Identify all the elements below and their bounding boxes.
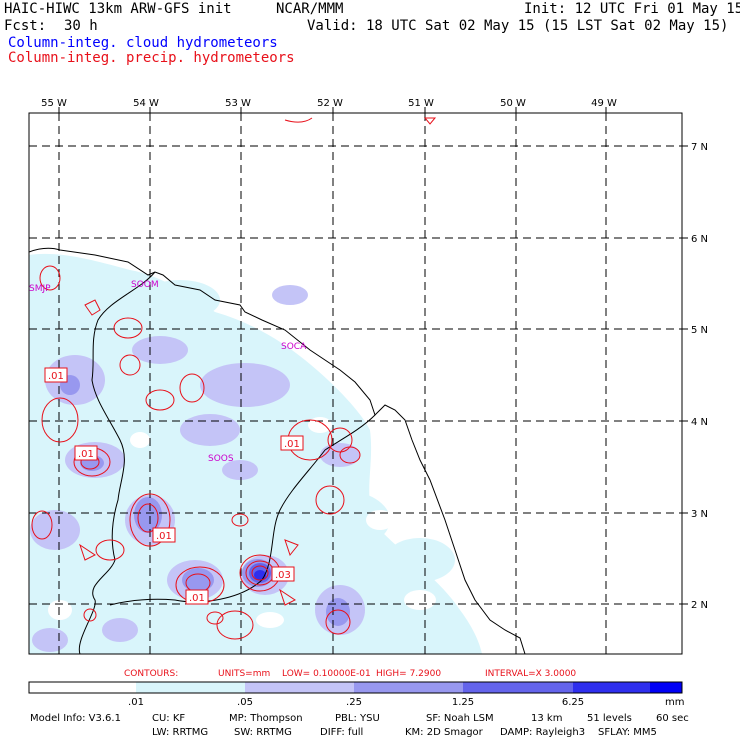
- contour-label: .03: [275, 570, 291, 581]
- contour-value-labels: .01 .01 .01 .01 .01 .03: [44, 367, 304, 605]
- colorbar-tick: 6.25: [562, 697, 584, 708]
- colorbar-segment: [136, 682, 245, 693]
- colorbar-segment: [29, 682, 136, 693]
- lat-labels: 7 N 6 N 5 N 4 N 3 N 2 N: [691, 142, 708, 611]
- colorbar-tick: 1.25: [452, 697, 474, 708]
- lat-label: 4 N: [691, 417, 708, 428]
- model-title: HAIC-HIWC 13km ARW-GFS init: [4, 1, 232, 17]
- lat-lon-grid: [29, 113, 682, 654]
- station-labels: SMJP SOOM SOCA SOOS: [29, 280, 307, 464]
- contour-info-interval: INTERVAL=X 3.0000: [485, 669, 576, 679]
- lat-label: 2 N: [691, 600, 708, 611]
- lat-label: 6 N: [691, 234, 708, 245]
- station-soos: SOOS: [208, 454, 234, 464]
- footer-pbl: PBL: YSU: [335, 713, 380, 724]
- contour-info: CONTOURS: UNITS=mm LOW= 0.10000E-01 HIGH…: [124, 669, 576, 679]
- colorbar-tick: .25: [346, 697, 362, 708]
- legend-cloud: Column-integ. cloud hydrometeors: [8, 35, 278, 51]
- lon-label: 50 W: [500, 98, 526, 109]
- precip-contours: [31, 117, 437, 640]
- colorbar-segment: [245, 682, 354, 693]
- colorbar-segment: [650, 682, 682, 693]
- footer-resolution: 13 km: [531, 713, 562, 724]
- footer-sw: SW: RRTMG: [234, 727, 292, 738]
- footer-timestep: 60 sec: [656, 713, 689, 724]
- station-soca: SOCA: [281, 342, 307, 352]
- contour-info-units: UNITS=mm: [218, 669, 270, 679]
- legend-precip: Column-integ. precip. hydrometeors: [8, 50, 295, 66]
- footer-sflay: SFLAY: MM5: [598, 727, 657, 738]
- valid-time: Valid: 18 UTC Sat 02 May 15 (15 LST Sat …: [307, 18, 729, 34]
- lat-label: 5 N: [691, 325, 708, 336]
- org-label: NCAR/MMM: [276, 1, 344, 17]
- colorbar: [28, 681, 683, 694]
- contour-label: .01: [284, 439, 300, 450]
- footer-mp: MP: Thompson: [229, 713, 303, 724]
- lon-label: 49 W: [591, 98, 617, 109]
- axis-ticks: [58, 107, 688, 605]
- lat-label: 7 N: [691, 142, 708, 153]
- footer-diff: DIFF: full: [320, 727, 363, 738]
- colorbar-segment: [354, 682, 463, 693]
- lon-label: 55 W: [41, 98, 67, 109]
- contour-label: .01: [189, 593, 205, 604]
- colorbar-unit: mm: [665, 697, 684, 708]
- contour-info-low: LOW= 0.10000E-01: [282, 669, 371, 679]
- colorbar-ticks: .01 .05 .25 1.25 6.25: [128, 697, 584, 708]
- lon-label: 53 W: [225, 98, 251, 109]
- lon-label: 52 W: [317, 98, 343, 109]
- footer-version: Model Info: V3.6.1: [30, 713, 121, 724]
- contour-label: .01: [156, 531, 172, 542]
- station-soom: SOOM: [131, 280, 159, 290]
- footer-levels: 51 levels: [587, 713, 632, 724]
- forecast-label: Fcst:: [4, 18, 47, 34]
- colorbar-segment: [463, 682, 573, 693]
- lon-label: 51 W: [408, 98, 434, 109]
- coastline: [29, 247, 526, 654]
- footer-sf: SF: Noah LSM: [426, 713, 494, 724]
- footer-km: KM: 2D Smagor: [405, 727, 484, 738]
- contour-label: .01: [78, 449, 94, 460]
- init-time: Init: 12 UTC Fri 01 May 15: [524, 1, 740, 17]
- lat-label: 3 N: [691, 509, 708, 520]
- contour-info-title: CONTOURS:: [124, 669, 178, 679]
- station-smjp: SMJP: [29, 284, 51, 294]
- colorbar-border: [28, 681, 683, 694]
- colorbar-segment: [573, 682, 650, 693]
- colorbar-tick: .01: [128, 697, 144, 708]
- colorbar-tick: .05: [237, 697, 253, 708]
- contour-label: .01: [48, 371, 64, 382]
- forecast-hour: 30 h: [64, 18, 98, 34]
- map-frame: [28, 112, 683, 655]
- lon-label: 54 W: [133, 98, 159, 109]
- footer-lw: LW: RRTMG: [152, 727, 208, 738]
- contour-info-high: HIGH= 7.2900: [376, 669, 441, 679]
- footer-cu: CU: KF: [152, 713, 185, 724]
- model-info-footer: Model Info: V3.6.1 CU: KF MP: Thompson P…: [30, 713, 689, 738]
- footer-damp: DAMP: Rayleigh3: [500, 727, 585, 738]
- lon-labels: 55 W 54 W 53 W 52 W 51 W 50 W 49 W: [41, 98, 617, 109]
